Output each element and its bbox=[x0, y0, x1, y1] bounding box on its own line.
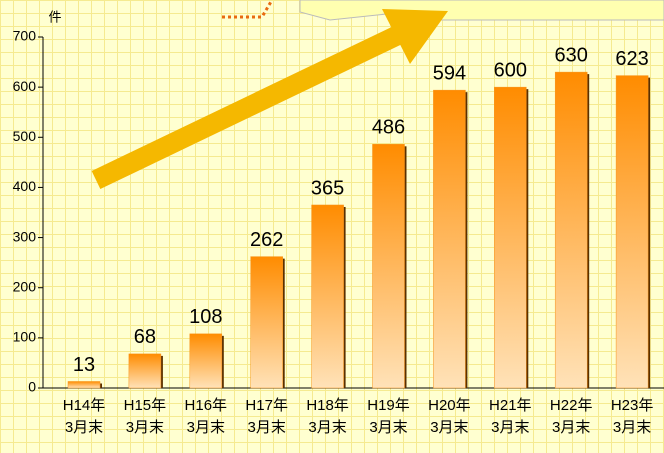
x-tick-label: H20年 3月末 bbox=[418, 395, 480, 439]
bar bbox=[251, 257, 283, 388]
y-tick-label: 0 bbox=[28, 379, 36, 395]
y-tick-label: 300 bbox=[13, 228, 37, 244]
x-tick-label: H21年 3月末 bbox=[479, 395, 541, 439]
x-tick-label: H14年 3月末 bbox=[53, 395, 115, 439]
callout-shape bbox=[300, 0, 664, 20]
bar bbox=[68, 381, 100, 388]
y-tick-label: 500 bbox=[13, 128, 37, 144]
y-tick-label: 200 bbox=[13, 278, 37, 294]
value-label: 68 bbox=[134, 326, 156, 348]
bar bbox=[373, 144, 405, 388]
chart-svg: 件 0 100 200 300 400 500 600 700 13 68 108 262 365 486… bbox=[0, 0, 664, 453]
bar bbox=[312, 205, 344, 388]
y-tick-label: 700 bbox=[13, 28, 37, 44]
y-tick-label: 100 bbox=[13, 329, 37, 345]
y-tick-label: 400 bbox=[13, 178, 37, 194]
chart: 件 0 100 200 300 400 500 600 700 13 68 108 262 365 486… bbox=[0, 0, 664, 453]
bar bbox=[555, 72, 587, 388]
value-label: 600 bbox=[494, 59, 527, 81]
value-label: 13 bbox=[73, 354, 95, 376]
x-tick-label: H16年 3月末 bbox=[175, 395, 237, 439]
x-tick-label: H17年 3月末 bbox=[236, 395, 298, 439]
bar bbox=[433, 90, 465, 388]
y-tick-label: 600 bbox=[13, 78, 37, 94]
bar bbox=[190, 334, 222, 388]
value-label: 594 bbox=[433, 62, 466, 84]
value-label: 365 bbox=[311, 177, 344, 199]
value-label: 486 bbox=[372, 117, 405, 139]
value-label: 630 bbox=[555, 44, 588, 66]
callout-pointer bbox=[222, 0, 272, 17]
bar bbox=[129, 354, 161, 388]
trend-arrow bbox=[96, 35, 398, 180]
x-tick-label: H18年 3月末 bbox=[297, 395, 359, 439]
value-label: 108 bbox=[189, 306, 222, 328]
x-tick-label: H23年 3月末 bbox=[601, 395, 663, 439]
value-label: 623 bbox=[615, 48, 648, 70]
bar bbox=[616, 76, 648, 388]
bar bbox=[494, 87, 526, 388]
x-tick-label: H19年 3月末 bbox=[358, 395, 420, 439]
value-label: 262 bbox=[250, 229, 283, 251]
x-tick-label: H22年 3月末 bbox=[540, 395, 602, 439]
x-tick-label: H15年 3月末 bbox=[114, 395, 176, 439]
y-axis-label: 件 bbox=[48, 9, 61, 24]
